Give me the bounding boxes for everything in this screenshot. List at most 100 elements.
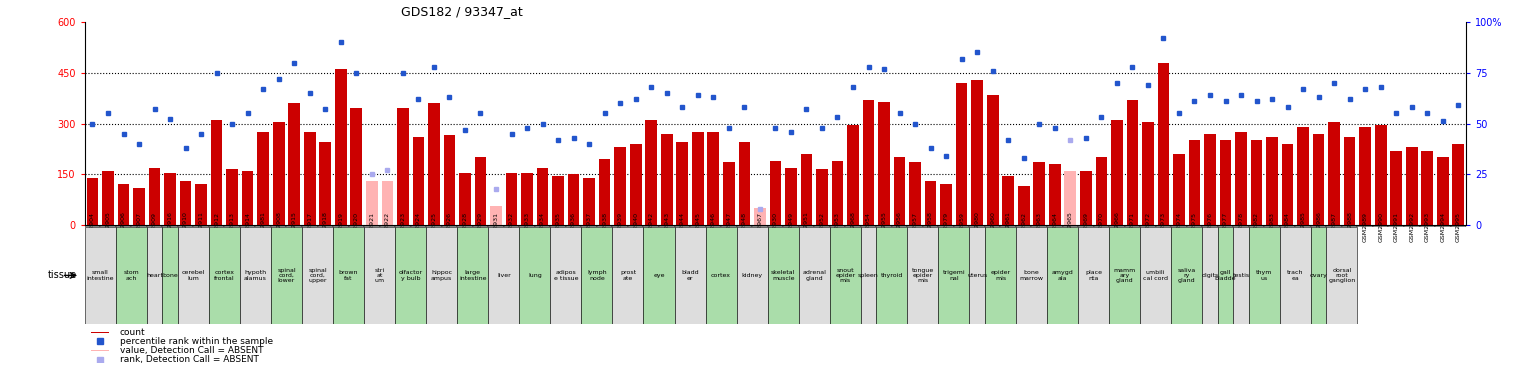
Bar <box>273 122 285 225</box>
Text: GSM2986: GSM2986 <box>1317 212 1321 242</box>
Bar <box>1329 122 1340 225</box>
Bar <box>1187 226 1203 227</box>
Bar <box>736 226 752 227</box>
FancyBboxPatch shape <box>363 227 396 324</box>
Text: GSM2907: GSM2907 <box>137 212 142 242</box>
Text: GSM2981: GSM2981 <box>260 212 266 242</box>
Text: GSM2989: GSM2989 <box>1363 212 1368 242</box>
Bar <box>1078 226 1093 227</box>
Text: GSM2935: GSM2935 <box>556 212 561 242</box>
Bar <box>953 226 969 227</box>
Text: GSM2926: GSM2926 <box>447 212 451 242</box>
Bar <box>614 147 625 225</box>
Text: brown
fat: brown fat <box>339 270 359 281</box>
Bar <box>1357 226 1374 227</box>
Bar <box>488 226 504 227</box>
Text: GSM2979: GSM2979 <box>944 212 949 242</box>
Bar <box>473 226 488 227</box>
Bar <box>226 169 239 225</box>
Bar <box>131 226 146 227</box>
Text: GSM2993: GSM2993 <box>1424 212 1429 242</box>
Bar <box>845 226 861 227</box>
Bar <box>830 226 845 227</box>
Bar <box>211 120 222 225</box>
Bar <box>770 161 781 225</box>
Text: GSM2914: GSM2914 <box>245 212 249 242</box>
Bar <box>1435 226 1451 227</box>
Bar <box>690 226 705 227</box>
Bar <box>969 226 986 227</box>
Bar <box>1344 137 1355 225</box>
Text: GSM2967: GSM2967 <box>758 212 762 242</box>
Bar <box>1189 141 1200 225</box>
Text: GSM2947: GSM2947 <box>727 212 732 242</box>
Text: GSM2928: GSM2928 <box>462 212 468 242</box>
Bar <box>862 100 875 225</box>
Bar <box>893 157 906 225</box>
Bar <box>550 226 565 227</box>
Bar <box>565 226 582 227</box>
Bar <box>257 132 270 225</box>
Bar <box>428 103 440 225</box>
Text: GSM2912: GSM2912 <box>214 212 219 242</box>
FancyBboxPatch shape <box>767 227 799 324</box>
Bar <box>209 226 225 227</box>
Bar <box>815 226 830 227</box>
FancyBboxPatch shape <box>1249 227 1280 324</box>
FancyBboxPatch shape <box>302 227 333 324</box>
FancyBboxPatch shape <box>1280 227 1311 324</box>
Text: GSM2933: GSM2933 <box>525 212 530 242</box>
Text: uterus: uterus <box>967 273 987 278</box>
Bar <box>457 226 473 227</box>
Text: cortex: cortex <box>711 273 732 278</box>
Text: dorsal
root
ganglion: dorsal root ganglion <box>1329 268 1355 283</box>
Bar <box>722 163 735 225</box>
Bar <box>628 226 644 227</box>
Bar <box>1280 226 1295 227</box>
Bar <box>333 226 348 227</box>
Text: GSM2976: GSM2976 <box>1207 212 1212 242</box>
Bar <box>1143 122 1153 225</box>
Text: gall
bladde: gall bladde <box>1215 270 1237 281</box>
Bar <box>1420 226 1435 227</box>
Bar <box>1312 134 1324 225</box>
Bar <box>721 226 736 227</box>
Bar <box>785 168 796 225</box>
Bar <box>599 159 610 225</box>
Text: GSM2945: GSM2945 <box>695 212 701 242</box>
Bar <box>676 142 688 225</box>
Text: ovary: ovary <box>1309 273 1327 278</box>
Bar <box>1033 163 1046 225</box>
Bar <box>427 226 442 227</box>
FancyBboxPatch shape <box>1109 227 1140 324</box>
Text: count: count <box>120 328 145 337</box>
FancyBboxPatch shape <box>146 227 162 324</box>
Bar <box>1451 226 1466 227</box>
Bar <box>336 69 347 225</box>
Bar <box>613 226 628 227</box>
Text: GSM2913: GSM2913 <box>229 212 234 242</box>
Bar <box>413 137 424 225</box>
Bar <box>177 226 194 227</box>
Text: GSM2929: GSM2929 <box>477 212 484 242</box>
Text: GSM2943: GSM2943 <box>664 212 670 242</box>
Text: umbili
cal cord: umbili cal cord <box>1143 270 1169 281</box>
Bar <box>240 226 256 227</box>
Bar <box>91 332 109 333</box>
Bar <box>225 226 240 227</box>
Bar <box>102 171 114 225</box>
Text: GSM2985: GSM2985 <box>1301 212 1306 242</box>
Bar <box>1155 226 1172 227</box>
FancyBboxPatch shape <box>907 227 938 324</box>
Text: GSM2965: GSM2965 <box>1067 212 1073 242</box>
Text: GSM2922: GSM2922 <box>385 212 390 242</box>
Bar <box>659 226 675 227</box>
Text: tissue: tissue <box>48 270 77 280</box>
Text: thyroid: thyroid <box>881 273 902 278</box>
Bar <box>1220 141 1232 225</box>
Text: olfactor
y bulb: olfactor y bulb <box>399 270 422 281</box>
Bar <box>86 178 99 225</box>
Bar <box>1173 154 1184 225</box>
Bar <box>1281 144 1294 225</box>
Text: GSM2957: GSM2957 <box>913 212 918 242</box>
